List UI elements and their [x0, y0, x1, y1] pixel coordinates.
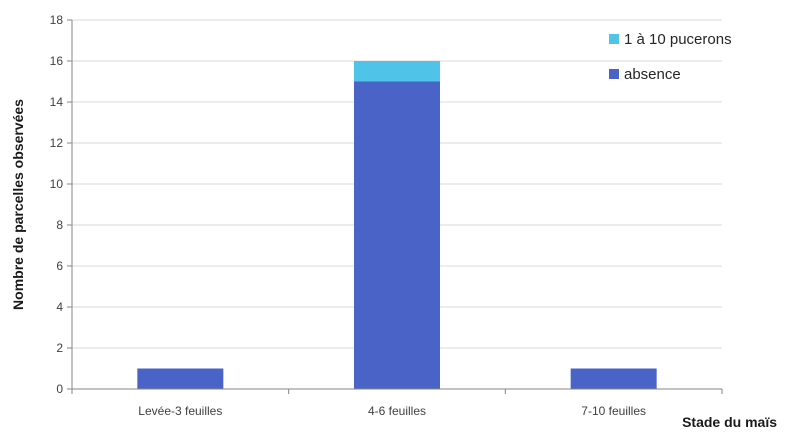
y-tick-label: 16	[50, 54, 64, 68]
y-tick-label: 0	[56, 382, 63, 396]
bar-absence-1	[354, 81, 440, 389]
bar-absence-0	[137, 368, 224, 389]
legend-swatch	[609, 34, 619, 44]
y-tick-label: 6	[56, 259, 63, 273]
y-axis-label: Nombre de parcelles observées	[10, 99, 26, 310]
y-tick-label: 18	[50, 13, 64, 27]
bar-1-10-pucerons-1	[354, 61, 440, 82]
y-tick-label: 10	[50, 177, 64, 191]
legend-label: absence	[624, 66, 681, 83]
y-tick-label: 4	[56, 300, 63, 314]
y-tick-label: 8	[56, 218, 63, 232]
x-tick-label: 7-10 feuilles	[581, 404, 646, 418]
legend-label: 1 à 10 pucerons	[624, 31, 732, 48]
x-tick-label: Levée-3 feuilles	[138, 404, 222, 418]
x-tick-label: 4-6 feuilles	[368, 404, 426, 418]
bar-absence-2	[570, 368, 657, 389]
legend-swatch	[609, 69, 619, 79]
x-axis-label: Stade du maïs	[682, 414, 777, 430]
y-tick-label: 14	[50, 95, 64, 109]
y-tick-label: 2	[56, 341, 63, 355]
y-tick-label: 12	[50, 136, 64, 150]
